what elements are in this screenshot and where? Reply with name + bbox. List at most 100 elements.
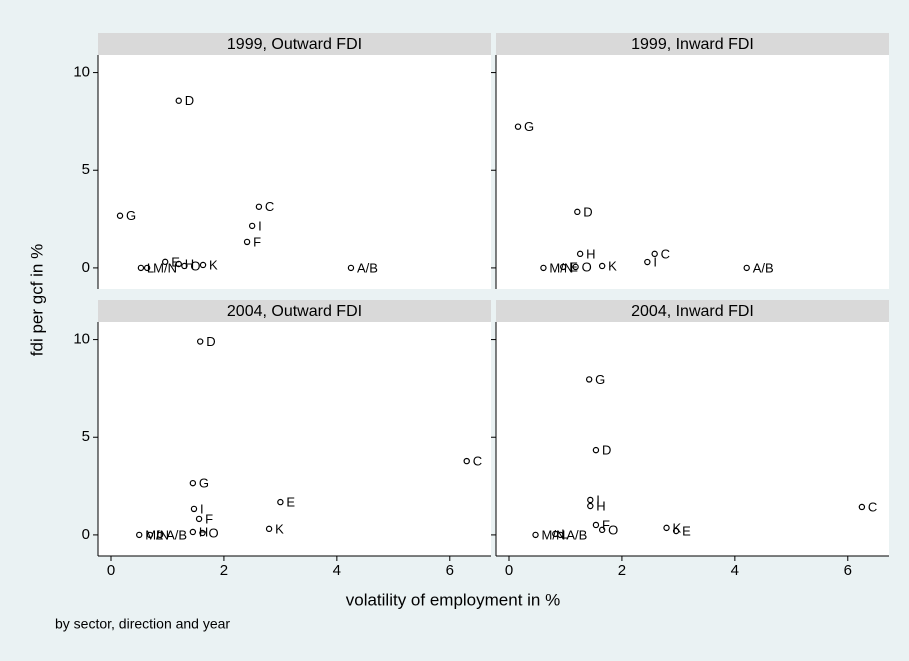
point [255,203,263,210]
point-label: I [200,501,204,516]
point-label: M/N [153,260,177,275]
point-label: M/N [542,527,566,542]
point [557,531,564,539]
point-label: F [602,517,610,532]
point-label: C [265,199,274,214]
point-label: D [583,204,592,219]
point-label: K [275,521,284,536]
point [197,338,204,345]
point-label: K [608,258,617,273]
plot-area [98,322,491,556]
point [277,498,284,506]
point [559,263,567,271]
point-label: A/B [753,260,774,275]
panel-strip [98,33,491,55]
x-tick-label: 0 [505,562,513,579]
x-tick-label: 2 [220,562,228,579]
point-label: H [199,524,208,539]
point [175,260,182,268]
point [592,521,600,529]
point [156,531,164,539]
point [574,208,581,216]
y-tick-label: 0 [82,526,90,543]
point-label: F [253,234,261,249]
point [672,527,680,535]
plot-area [98,55,491,289]
point [585,376,593,383]
point [146,531,154,539]
point-label: L [561,526,568,541]
point-label: O [208,525,218,540]
point [265,525,273,533]
point [248,222,256,230]
point-label: A/B [566,527,587,542]
point-label: D [602,443,611,458]
point-label: C [661,246,670,261]
point [175,97,182,104]
point [181,262,188,270]
point-label: M/N [549,260,573,275]
point [743,264,750,272]
point [190,505,198,513]
y-tick-label: 10 [73,331,90,348]
x-tick-label: 2 [618,562,626,579]
point-label: O [582,259,592,274]
point [587,496,594,504]
panel-title: 2004, Outward FDI [227,303,362,320]
plot-area [496,322,889,556]
point-label: E [171,254,180,269]
point [189,528,197,536]
point-label: E [682,523,691,538]
y-tick-label: 0 [82,259,90,276]
point [195,515,203,523]
point [199,261,207,269]
point [598,526,606,534]
point-label: G [126,208,136,223]
panel-strip [496,33,889,55]
panel-title: 1999, Outward FDI [227,36,362,53]
plot-area [496,55,889,289]
point [137,264,145,272]
point [540,264,547,272]
point-label: I [258,218,262,233]
point [143,264,151,272]
point-label: G [524,119,534,134]
point-label: H [185,256,194,271]
note: by sector, direction and year [55,616,230,632]
x-tick-label: 4 [731,562,739,579]
x-tick-label: 4 [333,562,341,579]
point-label: K [209,257,218,272]
point [463,457,470,465]
point [576,250,584,258]
point [189,479,197,487]
point [243,238,251,246]
point-label: F [205,511,213,526]
point-label: L [147,260,154,275]
point [199,529,206,537]
x-tick-label: 6 [844,562,852,579]
point-label: C [868,499,877,514]
point-label: C [473,454,482,469]
point-label: L [156,527,163,542]
point-label: D [185,93,194,108]
point-label: G [199,476,209,491]
point-label: H [586,246,595,261]
point-label: O [190,258,200,273]
point-label: D [206,334,215,349]
panel-title: 1999, Inward FDI [631,36,754,53]
panel-strip [98,300,491,322]
point-label: A/B [166,527,187,542]
panel-strip [496,300,889,322]
panel-title: 2004, Inward FDI [631,303,754,320]
y-tick-label: 10 [73,64,90,81]
point [651,250,658,258]
point-label: H [596,498,605,513]
point [572,263,579,271]
point [858,503,866,511]
point-label: G [595,372,605,387]
point [644,258,651,266]
point [116,212,124,219]
x-axis-title: volatility of employment in % [346,590,560,609]
point [514,123,522,130]
